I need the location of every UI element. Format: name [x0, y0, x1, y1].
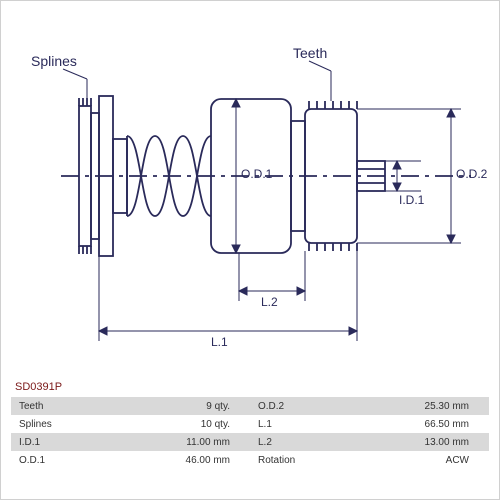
spec-key: I.D.1 [11, 433, 97, 451]
l1-dim-label: L.1 [211, 335, 228, 349]
spec-key: L.1 [250, 415, 336, 433]
spec-value: 9 qty. [97, 397, 250, 415]
spec-row: I.D.111.00 mmL.213.00 mm [11, 433, 489, 451]
spec-value: 13.00 mm [336, 433, 489, 451]
spec-row: Splines10 qty.L.166.50 mm [11, 415, 489, 433]
spec-key: O.D.2 [250, 397, 336, 415]
splines-label: Splines [31, 53, 77, 69]
spec-value: ACW [336, 451, 489, 469]
spec-value: 66.50 mm [336, 415, 489, 433]
spec-table-area: SD0391P Teeth9 qty.O.D.225.30 mmSplines1… [11, 381, 489, 469]
od1-dim-label: O.D.1 [241, 167, 272, 181]
spec-key: Rotation [250, 451, 336, 469]
spec-table: Teeth9 qty.O.D.225.30 mmSplines10 qty.L.… [11, 397, 489, 469]
diagram-area: Splines Teeth O.D.1 I.D.1 O.D.2 L.2 L.1 [1, 1, 499, 381]
spec-value: 11.00 mm [97, 433, 250, 451]
spec-key: L.2 [250, 433, 336, 451]
spec-value: 10 qty. [97, 415, 250, 433]
spec-row: Teeth9 qty.O.D.225.30 mm [11, 397, 489, 415]
id1-dim-label: I.D.1 [399, 193, 424, 207]
teeth-label: Teeth [293, 45, 327, 61]
spec-value: 25.30 mm [336, 397, 489, 415]
part-number: SD0391P [15, 381, 489, 393]
spec-key: Teeth [11, 397, 97, 415]
spec-row: O.D.146.00 mmRotationACW [11, 451, 489, 469]
spec-value: 46.00 mm [97, 451, 250, 469]
spec-key: O.D.1 [11, 451, 97, 469]
spec-key: Splines [11, 415, 97, 433]
od2-dim-label: O.D.2 [456, 167, 487, 181]
l2-dim-label: L.2 [261, 295, 278, 309]
